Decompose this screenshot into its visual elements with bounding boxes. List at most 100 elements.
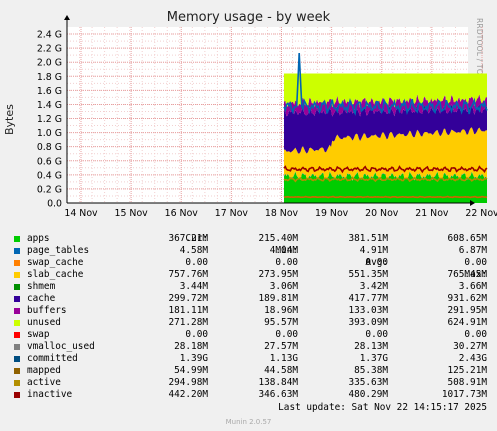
legend-swatch: [14, 260, 20, 266]
legend-swatch: [14, 356, 20, 362]
legend-item-swap_cache: swap_cache 0.00 0.00 0.00 0.00: [10, 257, 490, 269]
legend-cur: 181.11M: [168, 305, 208, 316]
legend-min: 95.57M: [264, 317, 298, 328]
memory-chart: 0.0 0.2 G 0.4 G 0.6 G 0.8 G 1.0 G 1.2 G 1.4 G 1.…: [37, 15, 497, 219]
legend-max: 931.62M: [447, 293, 487, 304]
legend-name: active: [27, 377, 61, 388]
y-tick-label: 1.8 G: [37, 72, 62, 83]
x-tick-label: 16 Nov: [165, 208, 199, 219]
legend-swatch: [14, 296, 20, 302]
legend-name: swap: [27, 329, 50, 340]
line-inactive: [283, 165, 488, 174]
munin-version: Munin 2.0.57: [225, 418, 272, 426]
legend-cur: 442.20M: [168, 389, 208, 400]
legend-name: inactive: [27, 389, 73, 400]
x-tick-label: 15 Nov: [115, 208, 149, 219]
area-cache: [284, 104, 487, 154]
legend-swatch: [14, 284, 20, 290]
legend-swatch: [14, 392, 20, 398]
legend-max: 6.87M: [458, 245, 487, 256]
legend-swatch: [14, 248, 20, 254]
legend-header-max: Max:: [464, 269, 487, 280]
legend-item-committed: committed 1.39G 1.13G 1.37G 2.43G: [10, 353, 490, 365]
legend-cur: 299.72M: [168, 293, 208, 304]
legend-cur: 1.39G: [179, 353, 208, 364]
line-committed: [283, 52, 488, 117]
legend-swatch: [14, 332, 20, 338]
legend-name: vmalloc_used: [27, 341, 95, 352]
legend-name: mapped: [27, 365, 61, 376]
y-tick-label: 1.4 G: [37, 100, 62, 111]
legend-avg: 0.00: [365, 329, 388, 340]
legend-avg: 335.63M: [348, 377, 388, 388]
x-tick-label: 22 Nov: [465, 208, 497, 219]
legend-max: 0.00: [464, 329, 487, 340]
legend-cur: 28.18M: [174, 341, 208, 352]
y-tick-label: 0.0: [47, 199, 62, 210]
y-tick-label: 1.0 G: [37, 128, 62, 139]
legend-item-buffers: buffers 181.11M 18.96M 133.03M 291.95M: [10, 305, 490, 317]
legend-swatch: [14, 308, 20, 314]
y-tick-label: 0.6 G: [37, 156, 62, 167]
legend-header-min: Min:: [275, 245, 298, 256]
legend-name: cache: [27, 293, 56, 304]
legend-item-slab_cache: slab_cache 757.76M 273.95M 551.35M 765.45M: [10, 269, 490, 281]
legend-max: 608.65M: [447, 233, 487, 244]
x-tick-label: 18 Nov: [265, 208, 299, 219]
legend: Cur: Min: Avg: Max: apps 367.21M 215.40M 38…: [10, 221, 490, 401]
legend-avg: 480.29M: [348, 389, 388, 400]
legend-name: shmem: [27, 281, 56, 292]
legend-cur: 54.99M: [174, 365, 208, 376]
y-tick-label: 2.4 G: [37, 30, 62, 41]
legend-item-mapped: mapped 54.99M 44.58M 85.38M 125.21M: [10, 365, 490, 377]
y-tick-label: 0.8 G: [37, 142, 62, 153]
y-tick-label: 2.2 G: [37, 44, 62, 55]
legend-cur: 3.44M: [179, 281, 208, 292]
y-tick-label: 1.6 G: [37, 86, 62, 97]
legend-max: 2.43G: [458, 353, 487, 364]
legend-name: apps: [27, 233, 50, 244]
y-tick-label: 2.0 G: [37, 58, 62, 69]
legend-name: swap_cache: [27, 257, 84, 268]
legend-min: 4.04M: [269, 245, 298, 256]
legend-avg: 28.13M: [354, 341, 388, 352]
legend-swatch: [14, 320, 20, 326]
rrdtool-credit: RRDTOOL / TOBI OETIKER: [475, 18, 484, 119]
legend-item-unused: unused 271.28M 95.57M 393.09M 624.91M: [10, 317, 490, 329]
legend-min: 0.00: [275, 329, 298, 340]
legend-cur: 271.28M: [168, 317, 208, 328]
legend-header-avg: Avg:: [365, 257, 388, 268]
legend-name: unused: [27, 317, 61, 328]
legend-avg: 133.03M: [348, 305, 388, 316]
line-mapped: [283, 195, 488, 199]
legend-avg: 4.91M: [359, 245, 388, 256]
legend-item-vmalloc_used: vmalloc_used 28.18M 27.57M 28.13M 30.27M: [10, 341, 490, 353]
legend-item-cache: cache 299.72M 189.81M 417.77M 931.62M: [10, 293, 490, 305]
x-tick-label: 17 Nov: [215, 208, 249, 219]
legend-header: Cur: Min: Avg: Max:: [10, 221, 490, 280]
chart-title: Memory usage - by week: [166, 10, 331, 25]
line-active: [283, 176, 488, 183]
legend-min: 1.13G: [269, 353, 298, 364]
area-page_tables: [284, 171, 487, 181]
legend-avg: 0.00: [365, 257, 388, 268]
legend-max: 30.27M: [453, 341, 487, 352]
legend-avg: 85.38M: [354, 365, 388, 376]
legend-cur: 4.58M: [179, 245, 208, 256]
legend-min: 44.58M: [264, 365, 298, 376]
legend-header-cur: Cur:: [185, 233, 208, 244]
legend-max: 624.91M: [447, 317, 487, 328]
legend-item-apps: apps 367.21M 215.40M 381.51M 608.65M: [10, 233, 490, 245]
legend-item-swap: swap 0.00 0.00 0.00 0.00: [10, 329, 490, 341]
legend-max: 291.95M: [447, 305, 487, 316]
legend-name: buffers: [27, 305, 67, 316]
legend-cur: 294.98M: [168, 377, 208, 388]
legend-item-active: active 294.98M 138.84M 335.63M 508.91M: [10, 377, 490, 389]
legend-avg: 381.51M: [348, 233, 388, 244]
last-update: Last update: Sat Nov 22 14:15:17 2025: [278, 402, 487, 413]
legend-swatch: [14, 368, 20, 374]
legend-swatch: [14, 236, 20, 242]
y-axis-arrow: [64, 15, 70, 20]
area-unused: [284, 73, 487, 109]
y-tick-label: 1.2 G: [37, 114, 62, 125]
